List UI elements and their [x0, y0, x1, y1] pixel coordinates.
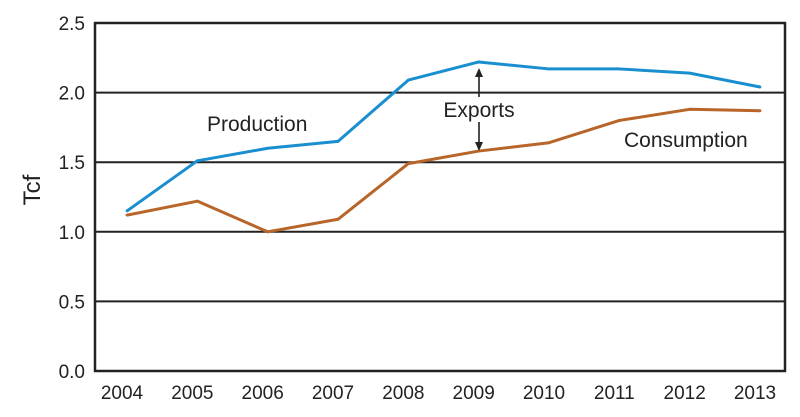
y-tick-label: 1.0	[59, 223, 85, 244]
series-consumption	[125, 107, 762, 234]
x-tick-label: 2013	[734, 383, 776, 404]
series-production	[125, 60, 762, 213]
y-axis-label: Tcf	[19, 174, 46, 205]
x-tick-label: 2011	[594, 383, 635, 404]
y-tick-label: 0.5	[59, 292, 85, 313]
data-point-production-2013	[758, 85, 762, 89]
data-point-production-2009	[477, 60, 481, 64]
y-tick-label: 0.0	[59, 362, 85, 383]
data-point-production-2006	[266, 146, 270, 150]
series-line-consumption	[126, 107, 761, 234]
x-tick-labels: 2004 2005 2006 2007 2008 2009 2010 2011 2012 2013	[101, 383, 776, 404]
y-tick-label: 2.0	[59, 84, 85, 105]
y-tick-label: 2.5	[59, 14, 85, 35]
x-tick-label: 2004	[101, 383, 144, 404]
x-tick-label: 2010	[523, 383, 565, 404]
data-point-consumption-2012	[688, 107, 692, 111]
exports-up-arrow-icon	[475, 68, 483, 97]
data-point-consumption-2008	[406, 162, 410, 165]
data-point-consumption-2004	[125, 213, 129, 217]
data-point-production-2005	[195, 159, 199, 163]
data-point-production-2007	[336, 139, 340, 143]
data-point-consumption-2009	[477, 149, 481, 153]
x-tick-label: 2012	[664, 383, 706, 404]
data-point-consumption-2011	[617, 119, 621, 122]
consumption-label: Consumption	[624, 129, 748, 152]
series-lines	[125, 60, 762, 234]
x-tick-label: 2009	[453, 383, 495, 404]
x-tick-label: 2007	[312, 383, 354, 404]
data-point-production-2008	[406, 78, 410, 82]
exports-label: Exports	[443, 99, 514, 122]
y-tick-label: 1.5	[59, 153, 85, 174]
x-tick-label: 2006	[242, 383, 284, 404]
plot-frame	[93, 21, 787, 373]
data-point-consumption-2013	[758, 109, 762, 113]
data-point-consumption-2007	[336, 217, 340, 221]
x-tick-label: 2008	[382, 383, 424, 404]
series-line-production	[126, 60, 761, 213]
data-point-production-2012	[688, 71, 692, 75]
data-point-consumption-2005	[195, 199, 199, 203]
data-point-consumption-2010	[547, 141, 551, 145]
gridlines	[95, 91, 785, 303]
x-tick-label: 2005	[171, 383, 213, 404]
production-label: Production	[207, 113, 307, 136]
data-point-consumption-2006	[266, 230, 270, 234]
y-tick-labels: 0.0 0.5 1.0 1.5 2.0 2.5	[59, 14, 85, 383]
exports-down-arrow-icon	[475, 122, 483, 151]
data-point-production-2004	[125, 209, 129, 213]
data-point-production-2010	[547, 67, 551, 71]
data-point-production-2011	[617, 67, 621, 71]
